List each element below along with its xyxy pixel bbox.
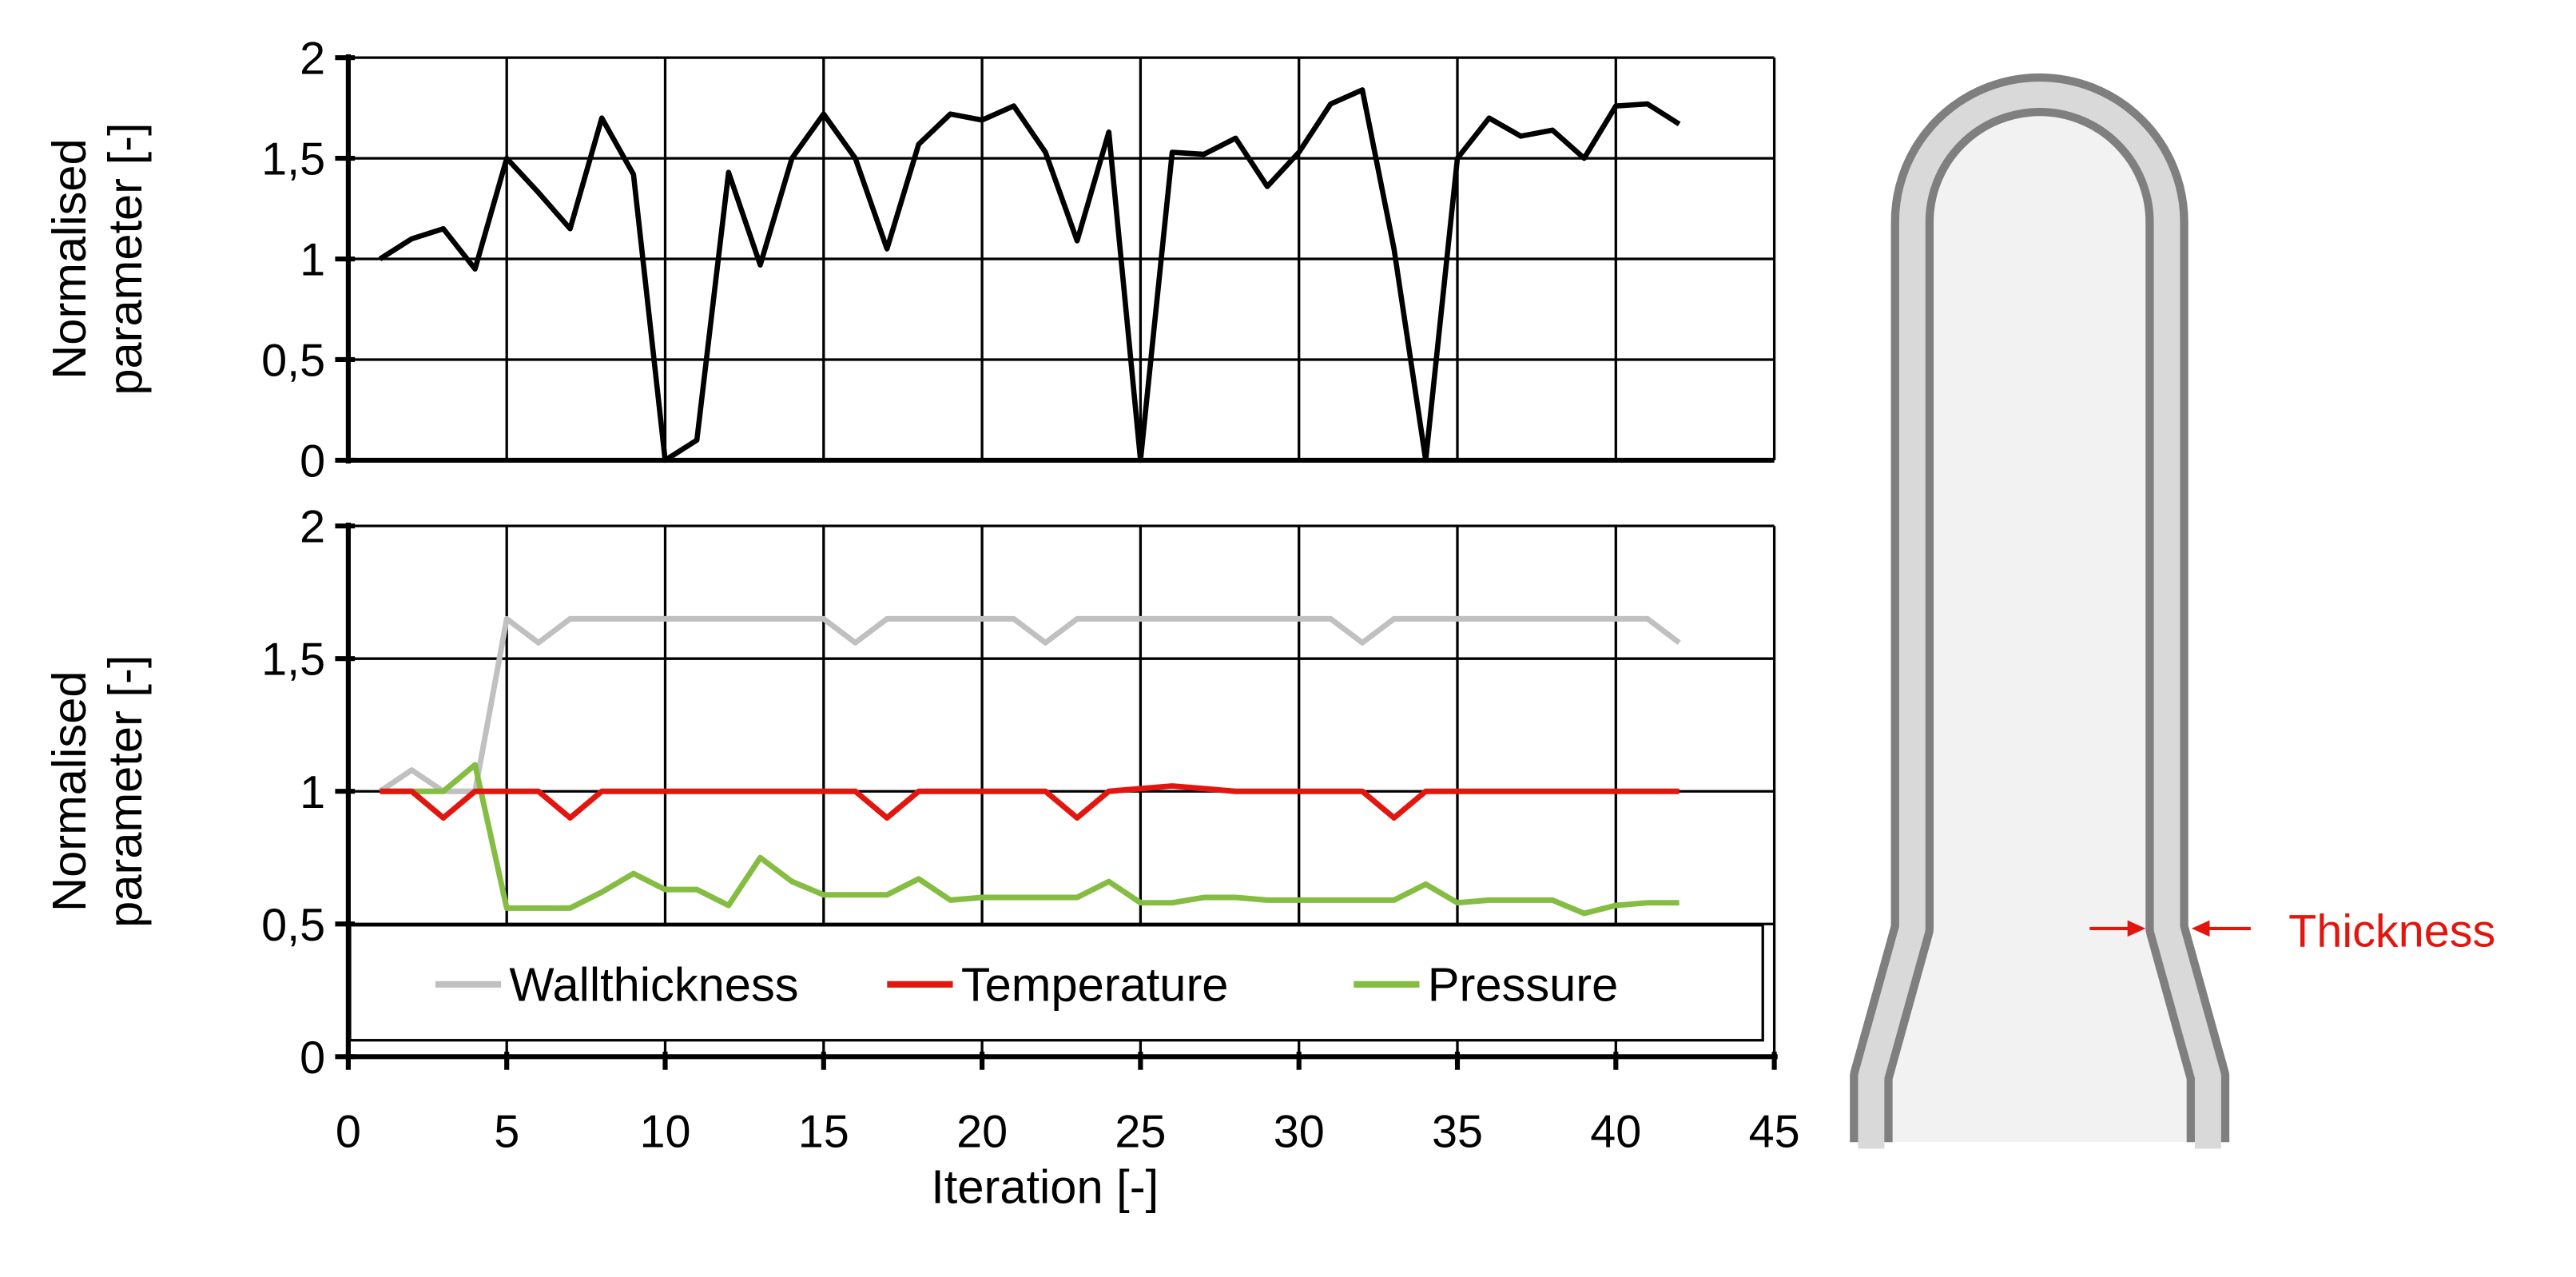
y-tick-label: 0 xyxy=(300,436,325,487)
y-tick-label: 1 xyxy=(300,767,325,818)
series-line-pressure xyxy=(380,762,1680,917)
series-line-wallthickness xyxy=(378,615,1681,794)
legend: Wallthickness Temperature Pressure xyxy=(348,924,1764,1042)
y-tick-label: 0,5 xyxy=(261,900,325,951)
thickness-label: Thickness xyxy=(2288,906,2495,957)
legend-box xyxy=(348,924,1764,1042)
x-tick-label: 35 xyxy=(1432,1106,1483,1157)
x-tick-label: 10 xyxy=(639,1106,690,1157)
y-tick-label: 1 xyxy=(300,235,325,286)
y-axis-title: parameter [-] xyxy=(98,655,152,928)
y-tick-label: 0 xyxy=(300,1032,325,1084)
legend-label-wallthickness: Wallthickness xyxy=(509,957,798,1011)
y-tick-label: 1,5 xyxy=(261,134,325,185)
series-line-parameter xyxy=(378,87,1681,463)
y-axis-title: Normalised xyxy=(42,670,96,911)
y-axis-title: Normalised xyxy=(42,138,96,379)
arrow-right-head-icon xyxy=(2127,920,2146,937)
x-tick-label: 15 xyxy=(798,1106,849,1157)
x-tick-label: 0 xyxy=(336,1106,361,1157)
y-tick-label: 2 xyxy=(300,34,325,85)
thickness-arrows xyxy=(2089,920,2251,937)
preform-diagram: Thickness xyxy=(1850,73,2495,1149)
bottom-chart: 0 0,5 1 1,5 2 Normalised parameter [-] 0 5 10 15 20… xyxy=(42,502,1800,1214)
preform-wall xyxy=(1858,81,2221,1149)
x-tick-label: 40 xyxy=(1590,1106,1641,1157)
y-tick-label: 2 xyxy=(300,502,325,553)
x-tick-label: 30 xyxy=(1274,1106,1325,1157)
x-tick-label: 25 xyxy=(1115,1106,1166,1157)
legend-label-pressure: Pressure xyxy=(1428,957,1619,1011)
arrow-left-head-icon xyxy=(2191,920,2210,937)
legend-label-temperature: Temperature xyxy=(961,957,1229,1011)
x-tick-label: 5 xyxy=(494,1106,519,1157)
y-axis-title: parameter [-] xyxy=(98,122,152,395)
preform-interior xyxy=(1889,113,2190,1143)
y-tick-label: 0,5 xyxy=(261,336,325,387)
y-tick-label: 1,5 xyxy=(261,635,325,686)
x-tick-label: 20 xyxy=(956,1106,1008,1157)
series-line-temperature xyxy=(380,783,1680,821)
x-axis-title: Iteration [-] xyxy=(931,1160,1159,1213)
x-tick-label: 45 xyxy=(1749,1106,1800,1157)
top-chart: 0 0,5 1 1,5 2 Normalised parameter [-] xyxy=(42,34,1776,487)
